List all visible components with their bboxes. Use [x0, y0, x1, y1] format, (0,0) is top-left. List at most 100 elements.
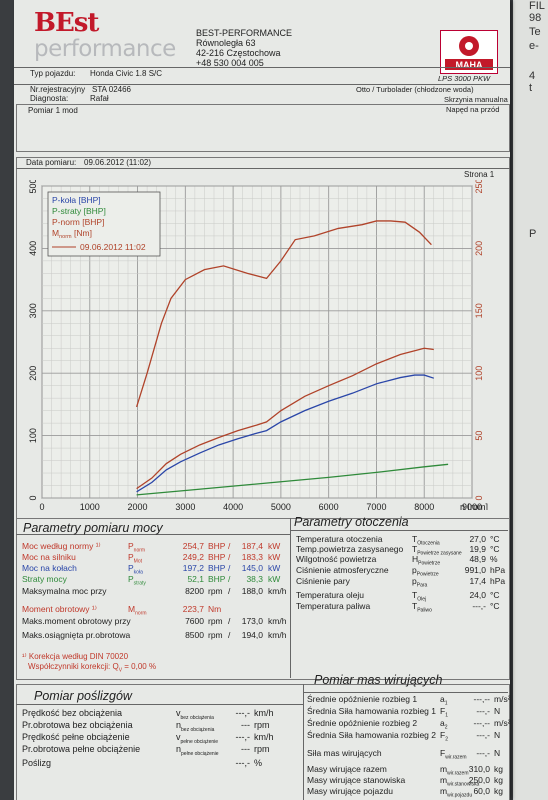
mass-label: Masy wirujące stanowiska	[307, 775, 406, 785]
x-tick-label: 6000	[319, 502, 339, 510]
param-label: Straty mocy	[22, 574, 67, 584]
slip-symbol: vpełne obciążenie	[176, 732, 218, 745]
torque-value-1: 7600	[185, 616, 204, 626]
measurement-box	[16, 104, 510, 152]
symbol: P	[128, 574, 134, 584]
company-street: Równoległa 63	[196, 38, 256, 48]
symbol: m	[440, 775, 448, 785]
symbol-subscript: wir.razem	[445, 754, 467, 761]
mass-label: Średnia Siła hamowania rozbieg 2	[307, 730, 436, 740]
torque-unit-1: rpm	[208, 616, 223, 626]
ambient-unit: °C	[490, 601, 500, 611]
ambient-label: Temperatura otoczenia	[296, 534, 383, 544]
power-torque-chart: 0 1000 2000 3000 4000 5000 6000 7000 8000 9000010…	[28, 180, 488, 510]
param-value-1: 249,2	[182, 552, 204, 562]
ambient-unit: hPa	[490, 565, 506, 575]
symbol: T	[412, 590, 418, 600]
slip-symbol: vbez obciążenia	[176, 708, 214, 721]
symbol-subscript: koła	[133, 569, 143, 576]
vehicle-type-label: Typ pojazdu:	[30, 69, 76, 78]
diagnostician-label: Diagnosta:	[30, 94, 69, 103]
symbol-subscript: Olej	[417, 596, 427, 603]
slip-symbol: npełne obciążenie	[176, 744, 219, 757]
legend-entry: P-koła [BHP]	[52, 195, 101, 205]
torque-slash: /	[228, 616, 231, 626]
torque-value-2: 194,0	[241, 630, 263, 640]
vehicle-type-value: Honda Civic 1.8 S/C	[90, 69, 163, 78]
slip-value: ---	[241, 720, 250, 730]
mass-value: 250,0	[468, 775, 490, 785]
torque-label: Maks.moment obrotowy przy	[22, 616, 131, 626]
param-symbol: Pkoła	[128, 563, 143, 576]
slip-unit: km/h	[254, 708, 274, 718]
symbol-subscript: Paliwo	[417, 607, 432, 614]
torque-label: Moment obrotowy ¹⁾	[22, 604, 97, 614]
chart-legend: P-koła [BHP]P-straty [BHP]P-norm [BHP]Mn…	[47, 191, 161, 257]
ambient-value: 17,4	[469, 576, 486, 586]
x-tick-label: 0	[39, 502, 44, 510]
ambient-symbol: pPara	[412, 576, 427, 589]
torque-value-1: 8500	[185, 630, 204, 640]
maha-name: MAHA	[456, 60, 483, 70]
mass-symbol: a1	[440, 694, 448, 707]
slip-unit: %	[254, 758, 263, 768]
x-tick-label: 3000	[175, 502, 195, 510]
symbol-subscript: pełne obciążenie	[180, 738, 219, 745]
mass-label: Masy wirujące razem	[307, 764, 387, 774]
mass-value: 310,0	[468, 764, 490, 774]
slip-label: Pr.obrotowa pełne obciążenie	[22, 744, 141, 754]
mass-symbol: a2	[440, 718, 448, 731]
drive-type: Napęd na przód	[446, 105, 500, 114]
mass-value: ---,--	[473, 718, 490, 728]
ambient-label: Temperatura paliwa	[296, 601, 371, 611]
series-line	[136, 463, 449, 496]
company-name: BEST-PERFORMANCE	[196, 28, 293, 38]
mass-symbol: mwir.razem	[440, 764, 469, 777]
slip-symbol: nbez obciążenia	[176, 720, 214, 733]
symbol: F	[440, 706, 446, 716]
symbol-subscript: norm	[133, 547, 146, 554]
maha-emblem-icon: MAHA	[445, 36, 493, 70]
side-strip-text: e-	[529, 40, 539, 52]
param-slash: /	[228, 552, 231, 562]
param-label: Moc na kołach	[22, 563, 77, 573]
mass-unit: kg	[494, 786, 503, 796]
symbol-subscript: Mot	[133, 558, 143, 565]
legend-box	[47, 191, 161, 257]
side-strip-text: P	[529, 228, 537, 240]
slip-mass-frame	[16, 684, 510, 800]
param-slash: /	[228, 563, 231, 573]
param-slash: /	[228, 541, 231, 551]
y-left-tick-label: 0	[28, 495, 38, 500]
torque-unit-1: Nm	[208, 604, 222, 614]
mass-label: Siła mas wirujących	[307, 748, 382, 758]
symbol: a	[440, 694, 445, 704]
page-label: Strona 1	[464, 170, 495, 179]
slip-label: Prędkość pełne obciążenie	[22, 732, 130, 742]
symbol: T	[412, 601, 418, 611]
series-line	[136, 347, 434, 490]
adjacent-page-strip: FIL 98 Te e- 4 t P	[513, 0, 548, 800]
company-logo-top: BEst	[34, 8, 99, 38]
ambient-value: ---,-	[472, 601, 486, 611]
measurement-title: Pomiar 1 mod	[28, 106, 78, 115]
param-unit-2: kW	[268, 552, 281, 562]
ambient-unit: °C	[490, 534, 500, 544]
mass-value: ---,-	[476, 748, 490, 758]
mass-unit: m/s²	[494, 694, 510, 704]
param-value-2: 183,3	[241, 552, 263, 562]
param-slash: /	[228, 586, 231, 596]
vehicle-reg-value: STA 02466	[92, 85, 131, 94]
measurement-date-label: Data pomiaru:	[26, 158, 77, 167]
ambient-symbol: HPowietrze	[412, 554, 440, 567]
ambient-value: 24,0	[469, 590, 486, 600]
x-tick-label: 7000	[366, 502, 386, 510]
legend-date: 09.06.2012 11:02	[80, 242, 146, 252]
symbol-subscript: Powietrze	[416, 571, 439, 578]
ambient-label: Wilgotność powietrza	[296, 554, 377, 564]
mass-symbol: mwir.pojazdu	[440, 786, 472, 799]
param-value-2: 187,4	[241, 541, 263, 551]
slip-title: Pomiar poślizgów	[34, 689, 132, 703]
symbol-subscript: Para	[416, 582, 428, 589]
series-line	[135, 220, 432, 408]
